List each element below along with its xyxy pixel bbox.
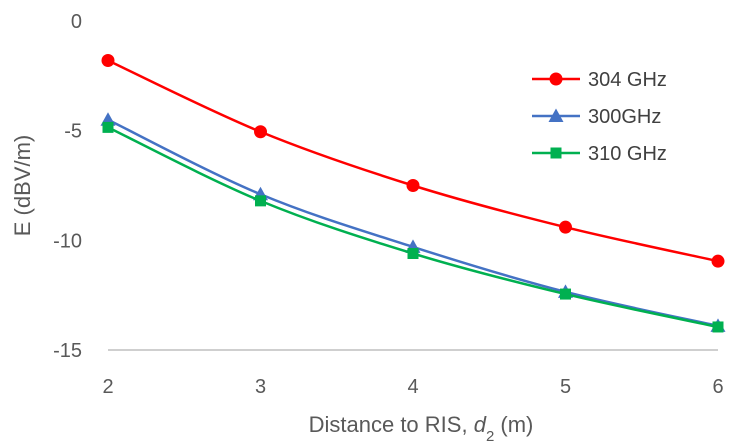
- data-point: [712, 321, 724, 333]
- x-tick-label: 5: [560, 376, 571, 398]
- x-tick-label: 4: [407, 376, 418, 398]
- y-tick-label: -5: [64, 121, 82, 143]
- y-tick-label: 0: [71, 11, 82, 33]
- series-304-ghz: [101, 53, 725, 268]
- legend-entry: 300GHz: [532, 106, 661, 128]
- legend-label: 300GHz: [588, 106, 661, 128]
- x-tick-labels: 2 3 4 5 6: [102, 376, 723, 398]
- data-point: [101, 53, 115, 67]
- data-point: [406, 179, 420, 192]
- data-point: [255, 195, 266, 207]
- legend-swatch-marker: [550, 147, 562, 159]
- series-layer: [100, 53, 726, 333]
- series-310-ghz: [102, 121, 724, 333]
- legend-entry: 310 GHz: [532, 143, 667, 165]
- data-point: [560, 288, 571, 300]
- data-point: [559, 220, 572, 234]
- legend: 304 GHz 300GHz 310 GHz: [532, 69, 667, 165]
- legend-label: 304 GHz: [588, 69, 667, 91]
- legend-entry: 304 GHz: [532, 69, 667, 91]
- y-tick-label: -10: [53, 230, 82, 252]
- data-point: [102, 121, 114, 133]
- x-axis-title-suffix: (m): [494, 412, 533, 437]
- x-axis-title-prefix: Distance to RIS,: [309, 412, 474, 437]
- x-tick-label: 3: [255, 376, 266, 398]
- x-axis-title-subscript: 2: [486, 428, 494, 445]
- x-tick-label: 6: [712, 376, 723, 398]
- legend-swatch-marker: [549, 72, 563, 86]
- legend-label: 310 GHz: [588, 143, 667, 165]
- x-axis-title: Distance to RIS, d2 (m): [309, 412, 534, 445]
- data-point: [254, 125, 267, 139]
- data-point: [407, 247, 419, 259]
- legend-swatch-marker: [548, 108, 564, 122]
- y-tick-label: -15: [53, 340, 82, 362]
- x-tick-label: 2: [102, 376, 113, 398]
- x-axis-title-variable: d: [474, 412, 487, 437]
- y-tick-labels: 0 -5 -10 -15: [53, 11, 82, 362]
- y-axis-title: E (dBV/m): [10, 135, 35, 236]
- data-point: [711, 254, 725, 268]
